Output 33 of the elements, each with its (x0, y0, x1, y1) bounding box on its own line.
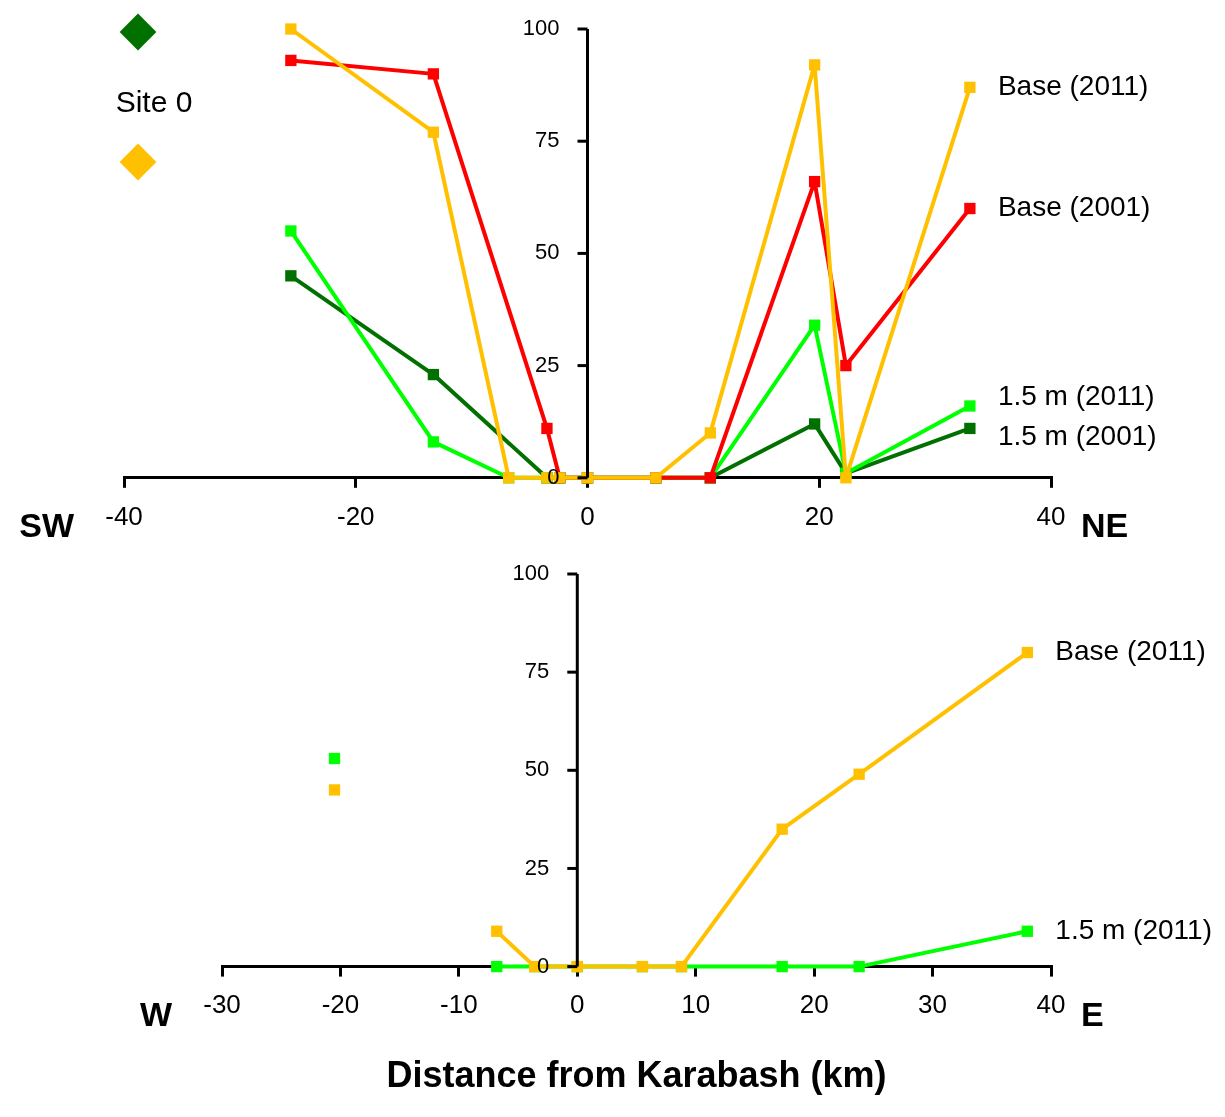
x-tick-label: -20 (336, 500, 375, 531)
series-label: Base (2011) (997, 70, 1149, 102)
x-tick-label: 30 (918, 989, 948, 1020)
series-label: 1.5 m (2011) (997, 379, 1155, 411)
annotation: Site 0 (115, 85, 193, 119)
x-tick-label: 40 (1036, 989, 1066, 1020)
x-tick-label: 10 (681, 989, 711, 1020)
text: E (1081, 994, 1104, 1033)
text: SW (19, 506, 75, 545)
x-tick-label: -10 (440, 989, 478, 1020)
series-label: Base (2001) (997, 191, 1151, 223)
y-tick-label: 25 (524, 854, 550, 880)
y-tick-label: 50 (524, 756, 550, 782)
x-tick-label: 0 (570, 989, 585, 1020)
series-label: 1.5 m (2001) (997, 419, 1157, 451)
series-label: 1.5 m (2011) (1055, 913, 1212, 945)
x-tick-label: -20 (321, 989, 360, 1020)
series-label: Base (2011) (1055, 635, 1206, 667)
y-tick-label: 25 (535, 351, 560, 377)
y-tick-label: 100 (522, 15, 560, 41)
text: NE (1081, 506, 1129, 545)
x-tick-label: 0 (580, 500, 595, 531)
x-tick-label: -40 (105, 500, 143, 531)
x-tick-label: 20 (799, 989, 829, 1020)
x-tick-label: 40 (1036, 500, 1066, 531)
y-tick-label: 75 (535, 127, 560, 153)
x-tick-label: 20 (804, 500, 834, 531)
text: W (139, 994, 173, 1033)
y-tick-label: 75 (524, 658, 550, 684)
y-tick-label: 50 (535, 239, 560, 265)
x-axis-title: Distance from Karabash (km) (386, 1054, 887, 1096)
x-tick-label: -30 (203, 989, 241, 1020)
y-tick-label: 100 (512, 560, 550, 586)
